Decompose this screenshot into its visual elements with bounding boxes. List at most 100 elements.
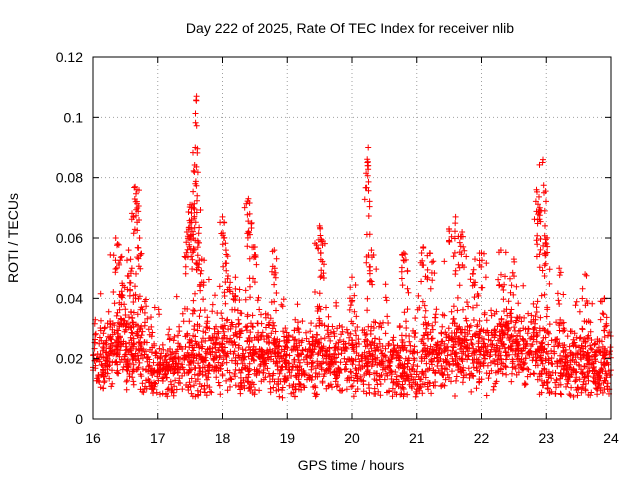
data-point bbox=[182, 270, 189, 277]
data-point bbox=[579, 295, 586, 302]
data-point bbox=[521, 380, 528, 387]
data-point bbox=[560, 291, 567, 298]
data-point bbox=[104, 320, 111, 327]
data-point bbox=[410, 361, 417, 368]
data-point bbox=[130, 299, 137, 305]
data-point bbox=[500, 341, 507, 348]
data-point bbox=[459, 355, 466, 362]
data-point bbox=[235, 352, 242, 359]
data-point bbox=[595, 382, 602, 388]
data-point bbox=[363, 253, 370, 260]
data-point bbox=[170, 337, 177, 344]
data-point bbox=[169, 387, 176, 393]
data-point bbox=[121, 320, 127, 327]
data-point bbox=[127, 279, 134, 286]
data-point bbox=[231, 339, 238, 346]
data-point bbox=[445, 337, 452, 344]
plot-border bbox=[92, 56, 612, 420]
data-point bbox=[110, 289, 117, 295]
data-point bbox=[463, 344, 470, 351]
data-point bbox=[498, 327, 505, 334]
data-point bbox=[237, 380, 244, 387]
data-point bbox=[465, 365, 472, 372]
data-point bbox=[532, 349, 539, 356]
data-point bbox=[584, 360, 591, 367]
data-point bbox=[184, 253, 191, 260]
data-point bbox=[117, 254, 124, 261]
data-point bbox=[250, 254, 257, 261]
data-point bbox=[458, 251, 465, 258]
data-point bbox=[404, 306, 411, 313]
data-point bbox=[97, 351, 104, 358]
data-point bbox=[464, 299, 470, 306]
data-point bbox=[532, 316, 539, 323]
data-point bbox=[584, 349, 591, 356]
data-point bbox=[317, 224, 323, 231]
data-point bbox=[483, 370, 490, 377]
data-point bbox=[403, 375, 410, 382]
data-point bbox=[192, 338, 199, 345]
x-tick-label: 18 bbox=[215, 430, 231, 446]
data-point bbox=[441, 366, 448, 373]
data-point bbox=[541, 207, 548, 214]
data-point bbox=[460, 337, 466, 344]
data-point bbox=[576, 376, 583, 383]
data-point bbox=[576, 335, 583, 342]
data-point bbox=[371, 376, 378, 383]
data-point bbox=[459, 379, 466, 386]
data-point bbox=[442, 376, 449, 383]
data-point bbox=[332, 359, 339, 366]
data-point bbox=[171, 366, 178, 373]
data-point bbox=[201, 386, 208, 392]
data-point bbox=[256, 306, 263, 313]
y-tick-label: 0.02 bbox=[56, 351, 83, 367]
data-point bbox=[422, 347, 429, 354]
data-point bbox=[279, 303, 286, 310]
data-point bbox=[541, 232, 548, 239]
data-point bbox=[515, 328, 522, 335]
data-point bbox=[184, 349, 191, 356]
data-point bbox=[534, 188, 540, 195]
data-point bbox=[404, 391, 411, 398]
data-point bbox=[188, 210, 195, 216]
data-point bbox=[473, 302, 480, 309]
data-point bbox=[456, 264, 463, 271]
data-point bbox=[591, 341, 598, 348]
data-point bbox=[396, 323, 403, 330]
data-point bbox=[323, 304, 329, 311]
data-point bbox=[279, 384, 286, 391]
data-point bbox=[541, 345, 548, 352]
data-point bbox=[248, 384, 255, 390]
data-point bbox=[591, 367, 598, 374]
data-point bbox=[260, 369, 267, 376]
data-point bbox=[175, 340, 182, 347]
data-point bbox=[467, 276, 474, 283]
data-point bbox=[349, 361, 356, 368]
data-point bbox=[515, 362, 522, 369]
data-point bbox=[292, 393, 298, 400]
data-point bbox=[491, 310, 498, 317]
data-point bbox=[121, 328, 128, 335]
data-point bbox=[124, 377, 131, 384]
data-point bbox=[201, 364, 208, 371]
data-point bbox=[244, 234, 251, 241]
data-point bbox=[248, 219, 255, 226]
data-point bbox=[548, 355, 555, 361]
data-point bbox=[513, 339, 520, 346]
data-point bbox=[490, 383, 497, 390]
data-point bbox=[112, 269, 119, 276]
data-point bbox=[271, 378, 278, 385]
data-point bbox=[190, 297, 197, 304]
data-point bbox=[353, 313, 360, 320]
data-point bbox=[362, 354, 369, 361]
data-point bbox=[246, 255, 253, 262]
data-point bbox=[285, 360, 292, 367]
data-point bbox=[127, 270, 134, 277]
data-point bbox=[331, 355, 338, 362]
data-point bbox=[533, 304, 540, 311]
x-tick-label: 20 bbox=[344, 430, 360, 446]
data-point bbox=[568, 328, 575, 335]
data-point bbox=[574, 350, 581, 357]
data-point bbox=[353, 332, 360, 339]
data-point bbox=[468, 388, 475, 395]
